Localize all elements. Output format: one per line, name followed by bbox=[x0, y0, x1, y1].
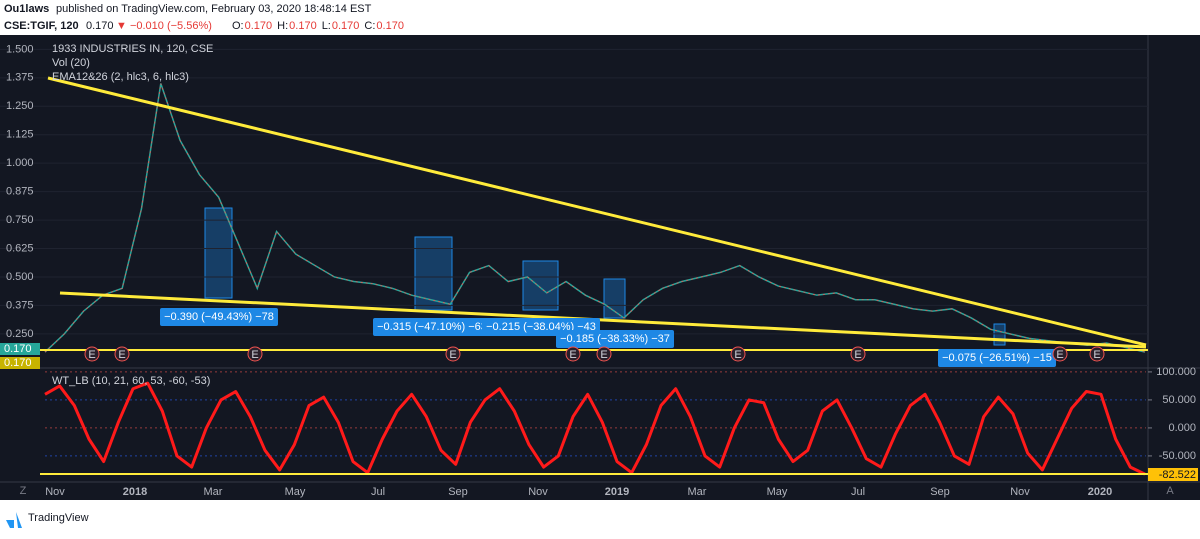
x-tick-label: 2020 bbox=[1088, 486, 1112, 498]
y-tick-label: 0.250 bbox=[6, 328, 34, 340]
y-tick-label: 0.875 bbox=[6, 186, 34, 198]
y-tick-label: 1.375 bbox=[6, 72, 34, 84]
y-tick-label: 1.500 bbox=[6, 43, 34, 55]
price-tag: 0.170 bbox=[4, 343, 32, 355]
earnings-label: E bbox=[88, 349, 95, 361]
x-tick-label: Mar bbox=[204, 486, 223, 498]
y-tick-label: 1.000 bbox=[6, 157, 34, 169]
x-tick-label: Nov bbox=[528, 486, 548, 498]
ohlc-value: 0.170 bbox=[245, 20, 273, 32]
x-tick-label: Mar bbox=[688, 486, 707, 498]
measure-label: −0.075 (−26.51%) −15 bbox=[942, 352, 1052, 364]
price-tag-bg bbox=[0, 343, 40, 355]
measure-label: −0.215 (−38.04%) −43 bbox=[486, 321, 596, 333]
osc-tick-label: 0.000 bbox=[1168, 422, 1196, 434]
ohlc-key: C: bbox=[364, 20, 375, 32]
price-line-overlay bbox=[44, 83, 1146, 353]
ohlc-key: L: bbox=[322, 20, 331, 32]
published: published on TradingView.com, February 0… bbox=[56, 3, 372, 15]
x-tick-label: 2019 bbox=[605, 486, 629, 498]
earnings-marker[interactable] bbox=[565, 346, 581, 362]
ohlc-value: 0.170 bbox=[376, 20, 404, 32]
earnings-marker[interactable] bbox=[850, 346, 866, 362]
change: ▼ −0.010 (−5.56%) bbox=[116, 20, 212, 32]
x-tick-label: Nov bbox=[45, 486, 65, 498]
osc-legend: WT_LB (10, 21, 60, 53, -60, -53) bbox=[52, 375, 210, 387]
x-tick-label: May bbox=[767, 486, 788, 498]
chart-bg bbox=[0, 35, 1200, 500]
brand: TradingView bbox=[28, 512, 89, 524]
earnings-label: E bbox=[118, 349, 125, 361]
y-tick-label: 1.250 bbox=[6, 100, 34, 112]
ohlc-key: O: bbox=[232, 20, 244, 32]
pane-legend: EMA12&26 (2, hlc3, 6, hlc3) bbox=[52, 71, 189, 83]
header-bg bbox=[0, 0, 1200, 35]
earnings-label: E bbox=[1093, 349, 1100, 361]
earnings-label: E bbox=[449, 349, 456, 361]
measure-label-bg bbox=[373, 318, 491, 336]
oscillator-line bbox=[44, 381, 1146, 476]
osc-tick-label: 50.000 bbox=[1162, 394, 1196, 406]
x-tick-label: Sep bbox=[448, 486, 468, 498]
y-tick-label: 0.625 bbox=[6, 242, 34, 254]
ohlc-key: H: bbox=[277, 20, 288, 32]
measure-label-bg bbox=[160, 308, 278, 326]
last-price: 0.170 bbox=[86, 20, 114, 32]
earnings-marker[interactable] bbox=[84, 346, 100, 362]
measure-label-bg bbox=[938, 349, 1056, 367]
x-tick-label: 2018 bbox=[123, 486, 147, 498]
earnings-label: E bbox=[854, 349, 861, 361]
y-tick-label: 0.500 bbox=[6, 271, 34, 283]
x-tick-label: Sep bbox=[930, 486, 950, 498]
auto-button[interactable]: A bbox=[1166, 485, 1174, 497]
osc-last-tag-bg bbox=[1148, 468, 1198, 481]
earnings-marker[interactable] bbox=[1089, 346, 1105, 362]
measure-label: −0.185 (−38.33%) −37 bbox=[560, 333, 670, 345]
earnings-label: E bbox=[1056, 349, 1063, 361]
pane-legend: 1933 INDUSTRIES IN, 120, CSE bbox=[52, 43, 213, 55]
earnings-marker[interactable] bbox=[114, 346, 130, 362]
symbol: CSE:TGIF, 120 bbox=[4, 20, 79, 32]
author: Ou1laws bbox=[4, 3, 49, 15]
footer-bg bbox=[0, 500, 1200, 534]
trend-line bbox=[59, 291, 1147, 349]
y-tick-label: 0.750 bbox=[6, 214, 34, 226]
osc-tick-label: 100.000 bbox=[1156, 366, 1196, 378]
osc-last-tag: -82.522 bbox=[1159, 469, 1196, 481]
x-tick-label: Nov bbox=[1010, 486, 1030, 498]
price-tag: 0.170 bbox=[4, 357, 32, 369]
y-tick-label: 1.125 bbox=[6, 129, 34, 141]
earnings-marker[interactable] bbox=[445, 346, 461, 362]
y-tick-label: 0.375 bbox=[6, 299, 34, 311]
earnings-label: E bbox=[569, 349, 576, 361]
measure-label: −0.315 (−47.10%) −63 bbox=[377, 321, 487, 333]
earnings-marker[interactable] bbox=[1052, 346, 1068, 362]
osc-tick-label: -50.000 bbox=[1159, 450, 1196, 462]
earnings-marker[interactable] bbox=[247, 346, 263, 362]
ohlc-value: 0.170 bbox=[332, 20, 360, 32]
earnings-label: E bbox=[734, 349, 741, 361]
earnings-label: E bbox=[600, 349, 607, 361]
pane-legend: Vol (20) bbox=[52, 57, 90, 69]
measure-boxes bbox=[204, 207, 1006, 346]
ohlc-value: 0.170 bbox=[289, 20, 317, 32]
earnings-marker[interactable] bbox=[596, 346, 612, 362]
logo bbox=[6, 512, 22, 528]
x-tick-label: Jul bbox=[851, 486, 865, 498]
price-tag-bg bbox=[0, 357, 40, 369]
earnings-marker[interactable] bbox=[730, 346, 746, 362]
x-tick-label: May bbox=[285, 486, 306, 498]
measure-label-bg bbox=[556, 330, 674, 348]
zoom-button[interactable]: Z bbox=[20, 485, 27, 497]
trend-line bbox=[47, 76, 1147, 347]
x-tick-label: Jul bbox=[371, 486, 385, 498]
earnings-label: E bbox=[251, 349, 258, 361]
measure-label: −0.390 (−49.43%) −78 bbox=[164, 311, 274, 323]
